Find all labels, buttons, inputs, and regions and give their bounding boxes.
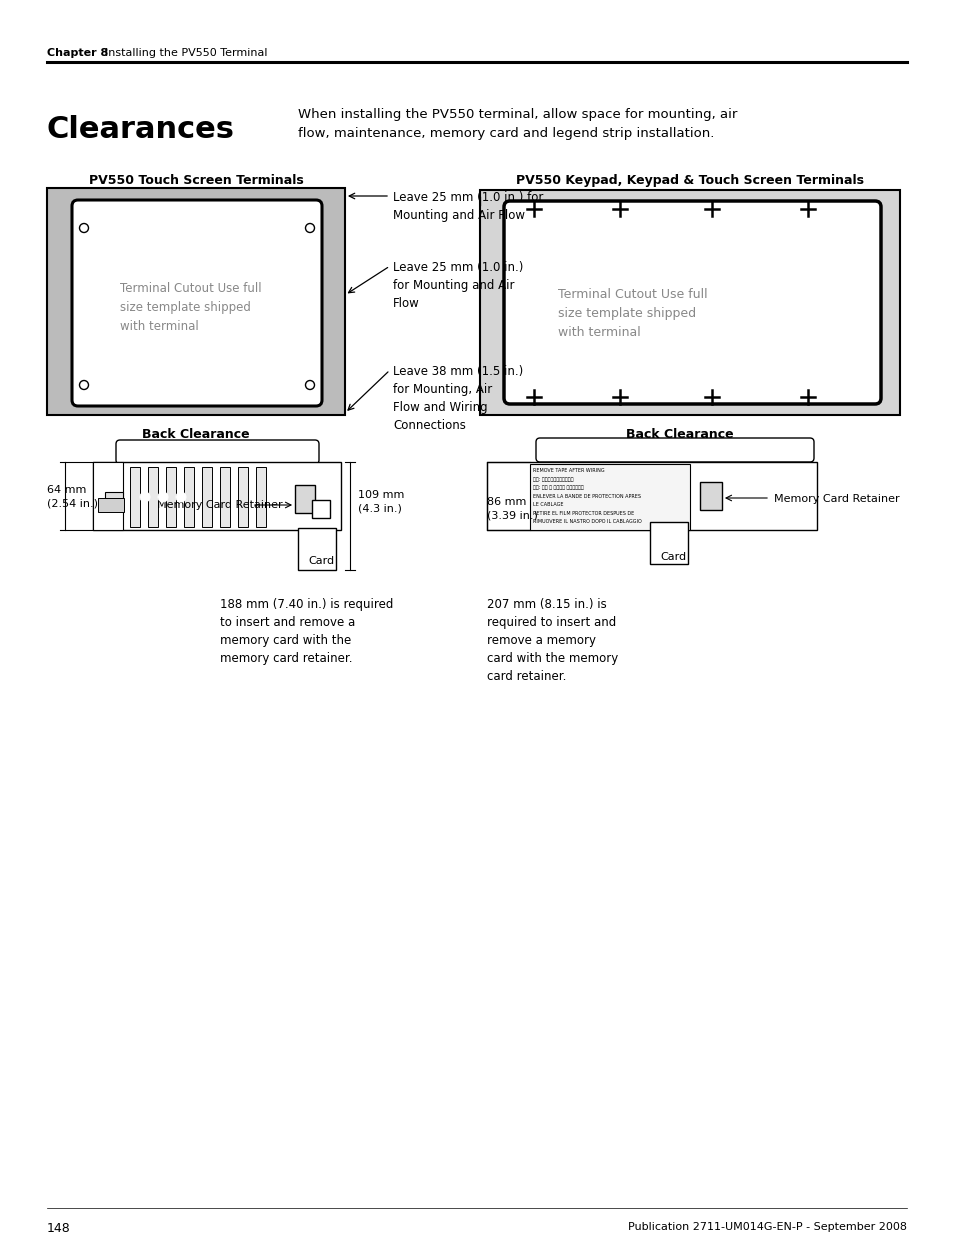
Circle shape xyxy=(79,224,89,232)
Circle shape xyxy=(305,224,314,232)
Bar xyxy=(479,190,899,415)
Bar xyxy=(237,467,248,527)
Bar xyxy=(92,462,123,530)
Text: Back Clearance: Back Clearance xyxy=(625,429,733,441)
Text: Leave 38 mm (1.5 in.)
for Mounting, Air
Flow and Wiring
Connections: Leave 38 mm (1.5 in.) for Mounting, Air … xyxy=(393,366,522,432)
FancyBboxPatch shape xyxy=(116,440,318,464)
Bar xyxy=(294,485,314,513)
Text: 148: 148 xyxy=(47,1221,71,1235)
Bar xyxy=(202,467,212,527)
Text: Card: Card xyxy=(308,556,334,566)
Text: ENLEVER LA BANDE DE PROTECTION APRES: ENLEVER LA BANDE DE PROTECTION APRES xyxy=(533,494,640,499)
Bar xyxy=(92,462,340,530)
Text: Publication 2711-UM014G-EN-P - September 2008: Publication 2711-UM014G-EN-P - September… xyxy=(627,1221,906,1233)
Text: Memory Card Retainer: Memory Card Retainer xyxy=(157,500,282,510)
Bar xyxy=(98,498,124,513)
Bar xyxy=(47,188,345,415)
Circle shape xyxy=(305,380,314,389)
Bar xyxy=(486,462,816,530)
Text: Leave 25 mm (1.0 in.)
for Mounting and Air
Flow: Leave 25 mm (1.0 in.) for Mounting and A… xyxy=(393,261,523,310)
Bar xyxy=(220,467,230,527)
Text: Chapter 8: Chapter 8 xyxy=(47,48,108,58)
Text: Leave 25 mm (1.0 in.) for
Mounting and Air Flow: Leave 25 mm (1.0 in.) for Mounting and A… xyxy=(393,191,543,222)
Circle shape xyxy=(79,380,89,389)
FancyBboxPatch shape xyxy=(71,200,322,406)
Circle shape xyxy=(140,492,150,501)
Bar xyxy=(700,482,721,510)
Text: Clearances: Clearances xyxy=(47,115,234,144)
Text: PV550 Touch Screen Terminals: PV550 Touch Screen Terminals xyxy=(89,174,303,186)
Text: PV550 Keypad, Keypad & Touch Screen Terminals: PV550 Keypad, Keypad & Touch Screen Term… xyxy=(516,174,863,186)
Text: Terminal Cutout Use full
size template shipped
with terminal: Terminal Cutout Use full size template s… xyxy=(558,288,707,338)
Bar xyxy=(105,492,123,510)
Circle shape xyxy=(175,492,186,501)
Text: 86 mm
(3.39 in.): 86 mm (3.39 in.) xyxy=(486,496,537,520)
Bar xyxy=(166,467,175,527)
Bar xyxy=(530,464,689,530)
Text: Back Clearance: Back Clearance xyxy=(142,429,250,441)
Bar xyxy=(184,467,193,527)
Text: LE CABLAGE: LE CABLAGE xyxy=(533,501,563,508)
Text: 주의: 배선 후 테이프를 제거하십시오: 주의: 배선 후 테이프를 제거하십시오 xyxy=(533,485,583,490)
Bar xyxy=(297,529,335,571)
Text: RIMUOVERE IL NASTRO DOPO IL CABLAGGIO: RIMUOVERE IL NASTRO DOPO IL CABLAGGIO xyxy=(533,519,641,524)
Text: When installing the PV550 terminal, allow space for mounting, air
flow, maintena: When installing the PV550 terminal, allo… xyxy=(297,107,737,140)
Text: Card: Card xyxy=(659,552,685,562)
Bar xyxy=(312,500,330,517)
Bar xyxy=(148,467,158,527)
Bar xyxy=(255,467,266,527)
FancyBboxPatch shape xyxy=(503,201,880,404)
Circle shape xyxy=(158,492,168,501)
Text: Installing the PV550 Terminal: Installing the PV550 Terminal xyxy=(105,48,267,58)
Text: 207 mm (8.15 in.) is
required to insert and
remove a memory
card with the memory: 207 mm (8.15 in.) is required to insert … xyxy=(486,598,618,683)
Text: RETIRE EL FILM PROTECTOR DESPUES DE: RETIRE EL FILM PROTECTOR DESPUES DE xyxy=(533,510,634,515)
Text: Memory Card Retainer: Memory Card Retainer xyxy=(773,494,899,504)
Text: 警告: 配線後にテープを하세요: 警告: 配線後にテープを하세요 xyxy=(533,477,573,482)
Text: REMOVE TAPE AFTER WIRING: REMOVE TAPE AFTER WIRING xyxy=(533,468,604,473)
Bar xyxy=(649,522,687,564)
Text: 109 mm
(4.3 in.): 109 mm (4.3 in.) xyxy=(357,490,404,514)
Text: 64 mm
(2.54 in.): 64 mm (2.54 in.) xyxy=(47,485,98,509)
Text: 188 mm (7.40 in.) is required
to insert and remove a
memory card with the
memory: 188 mm (7.40 in.) is required to insert … xyxy=(220,598,393,664)
Text: Terminal Cutout Use full
size template shipped
with terminal: Terminal Cutout Use full size template s… xyxy=(120,282,261,333)
FancyBboxPatch shape xyxy=(536,438,813,462)
Bar xyxy=(130,467,140,527)
